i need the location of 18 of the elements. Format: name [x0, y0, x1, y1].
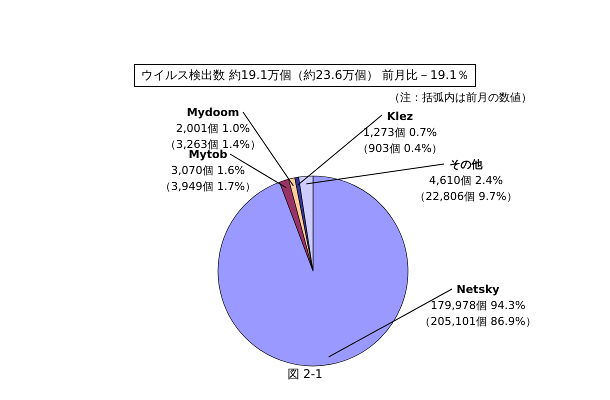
text: （903個 0.4%） — [357, 142, 443, 155]
slice-label: Netsky — [456, 283, 500, 296]
text: （3,949個 1.7%） — [160, 180, 256, 193]
text: （3,263個 1.4%） — [165, 138, 261, 151]
chart-subtitle: （注：括弧内は前月の数値） — [389, 90, 532, 105]
text: （205,101個 86.9%） — [420, 315, 536, 328]
text: （22,806個 9.7%） — [414, 190, 518, 203]
data-label: 179,978個 94.3% — [430, 299, 526, 312]
data-label: 3,070個 1.6% — [171, 164, 245, 177]
slice-label: Mydoom — [186, 106, 240, 119]
chart-title: ウイルス検出数 約19.1万個（約23.6万個） 前月比－19.1％ — [134, 64, 476, 87]
slice-label: Mytob — [188, 148, 228, 161]
data-label: 4,610個 2.4% — [429, 174, 503, 187]
slice-label: その他 — [450, 158, 484, 171]
data-label: 1,273個 0.7% — [363, 126, 437, 139]
data-label: 2,001個 1.0% — [176, 122, 250, 135]
caption: 図 2-1 — [286, 366, 324, 383]
slice-label: Klez — [386, 110, 414, 123]
